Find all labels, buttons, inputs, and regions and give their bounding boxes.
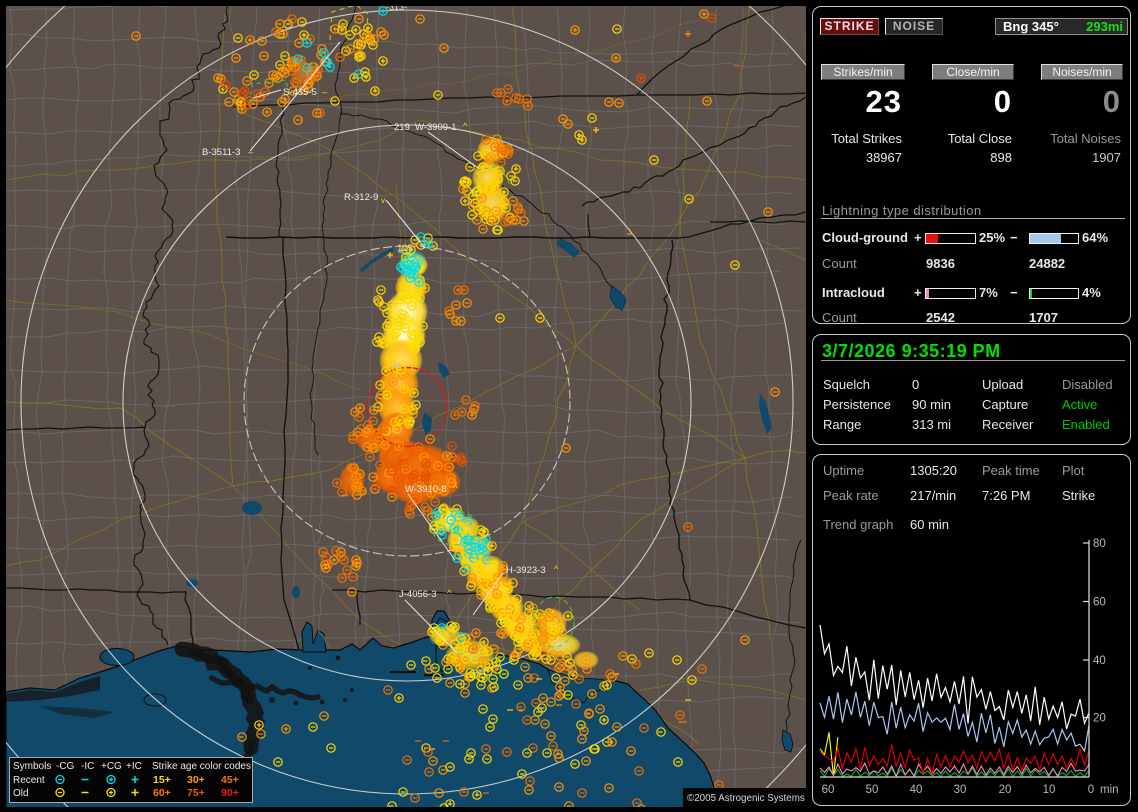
svg-text:-CG: -CG	[56, 761, 75, 772]
svg-text:219: 219	[394, 122, 410, 133]
svg-text:-IC: -IC	[81, 761, 94, 772]
svg-text:30: 30	[954, 784, 967, 796]
svg-text:W-3910-8: W-3910-8	[405, 484, 447, 495]
svg-text:80: 80	[1093, 538, 1106, 550]
svg-text:^: ^	[453, 483, 458, 494]
svg-text:90+: 90+	[221, 787, 239, 799]
svg-text:©2005 Astrogenic Systems: ©2005 Astrogenic Systems	[687, 793, 805, 804]
svg-text:+IC: +IC	[126, 761, 142, 772]
svg-text:min: min	[1100, 784, 1119, 796]
svg-text:125: 125	[397, 243, 413, 254]
svg-text:75+: 75+	[187, 787, 205, 799]
svg-text:40: 40	[910, 784, 923, 796]
svg-text:S-435-5: S-435-5	[283, 87, 317, 98]
svg-text:+CG: +CG	[101, 761, 122, 772]
svg-text:15+: 15+	[153, 774, 171, 786]
svg-text:60+: 60+	[153, 787, 171, 799]
svg-text:30+: 30+	[187, 774, 205, 786]
svg-text:-313-: -313-	[386, 6, 407, 12]
svg-text:60: 60	[822, 784, 835, 796]
svg-text:10: 10	[1043, 784, 1056, 796]
svg-text:J-4056-3: J-4056-3	[399, 589, 437, 600]
svg-text:–: –	[248, 147, 254, 158]
svg-text:50: 50	[866, 784, 879, 796]
svg-text:45+: 45+	[221, 774, 239, 786]
svg-text:60: 60	[1093, 597, 1106, 609]
svg-text:–: –	[322, 87, 328, 98]
svg-text:H-3923-3: H-3923-3	[506, 565, 546, 576]
svg-text:^: ^	[447, 588, 452, 599]
svg-text:Recent: Recent	[13, 775, 45, 786]
svg-text:Symbols: Symbols	[13, 761, 51, 772]
svg-text:20: 20	[999, 784, 1012, 796]
svg-text:^: ^	[554, 564, 559, 575]
svg-text:W-3909-1: W-3909-1	[415, 122, 457, 133]
svg-text:40: 40	[1093, 655, 1106, 667]
svg-text:R-312-9: R-312-9	[344, 192, 378, 203]
svg-text:B-3511-3: B-3511-3	[202, 147, 240, 158]
svg-text:0: 0	[1088, 784, 1094, 796]
svg-text:31: 31	[392, 360, 402, 370]
svg-text:Strike age color codes: Strike age color codes	[152, 761, 251, 772]
svg-text:20: 20	[1093, 713, 1106, 725]
svg-text:v: v	[381, 196, 385, 205]
svg-text:Old: Old	[13, 788, 29, 799]
svg-text:^: ^	[463, 121, 468, 132]
